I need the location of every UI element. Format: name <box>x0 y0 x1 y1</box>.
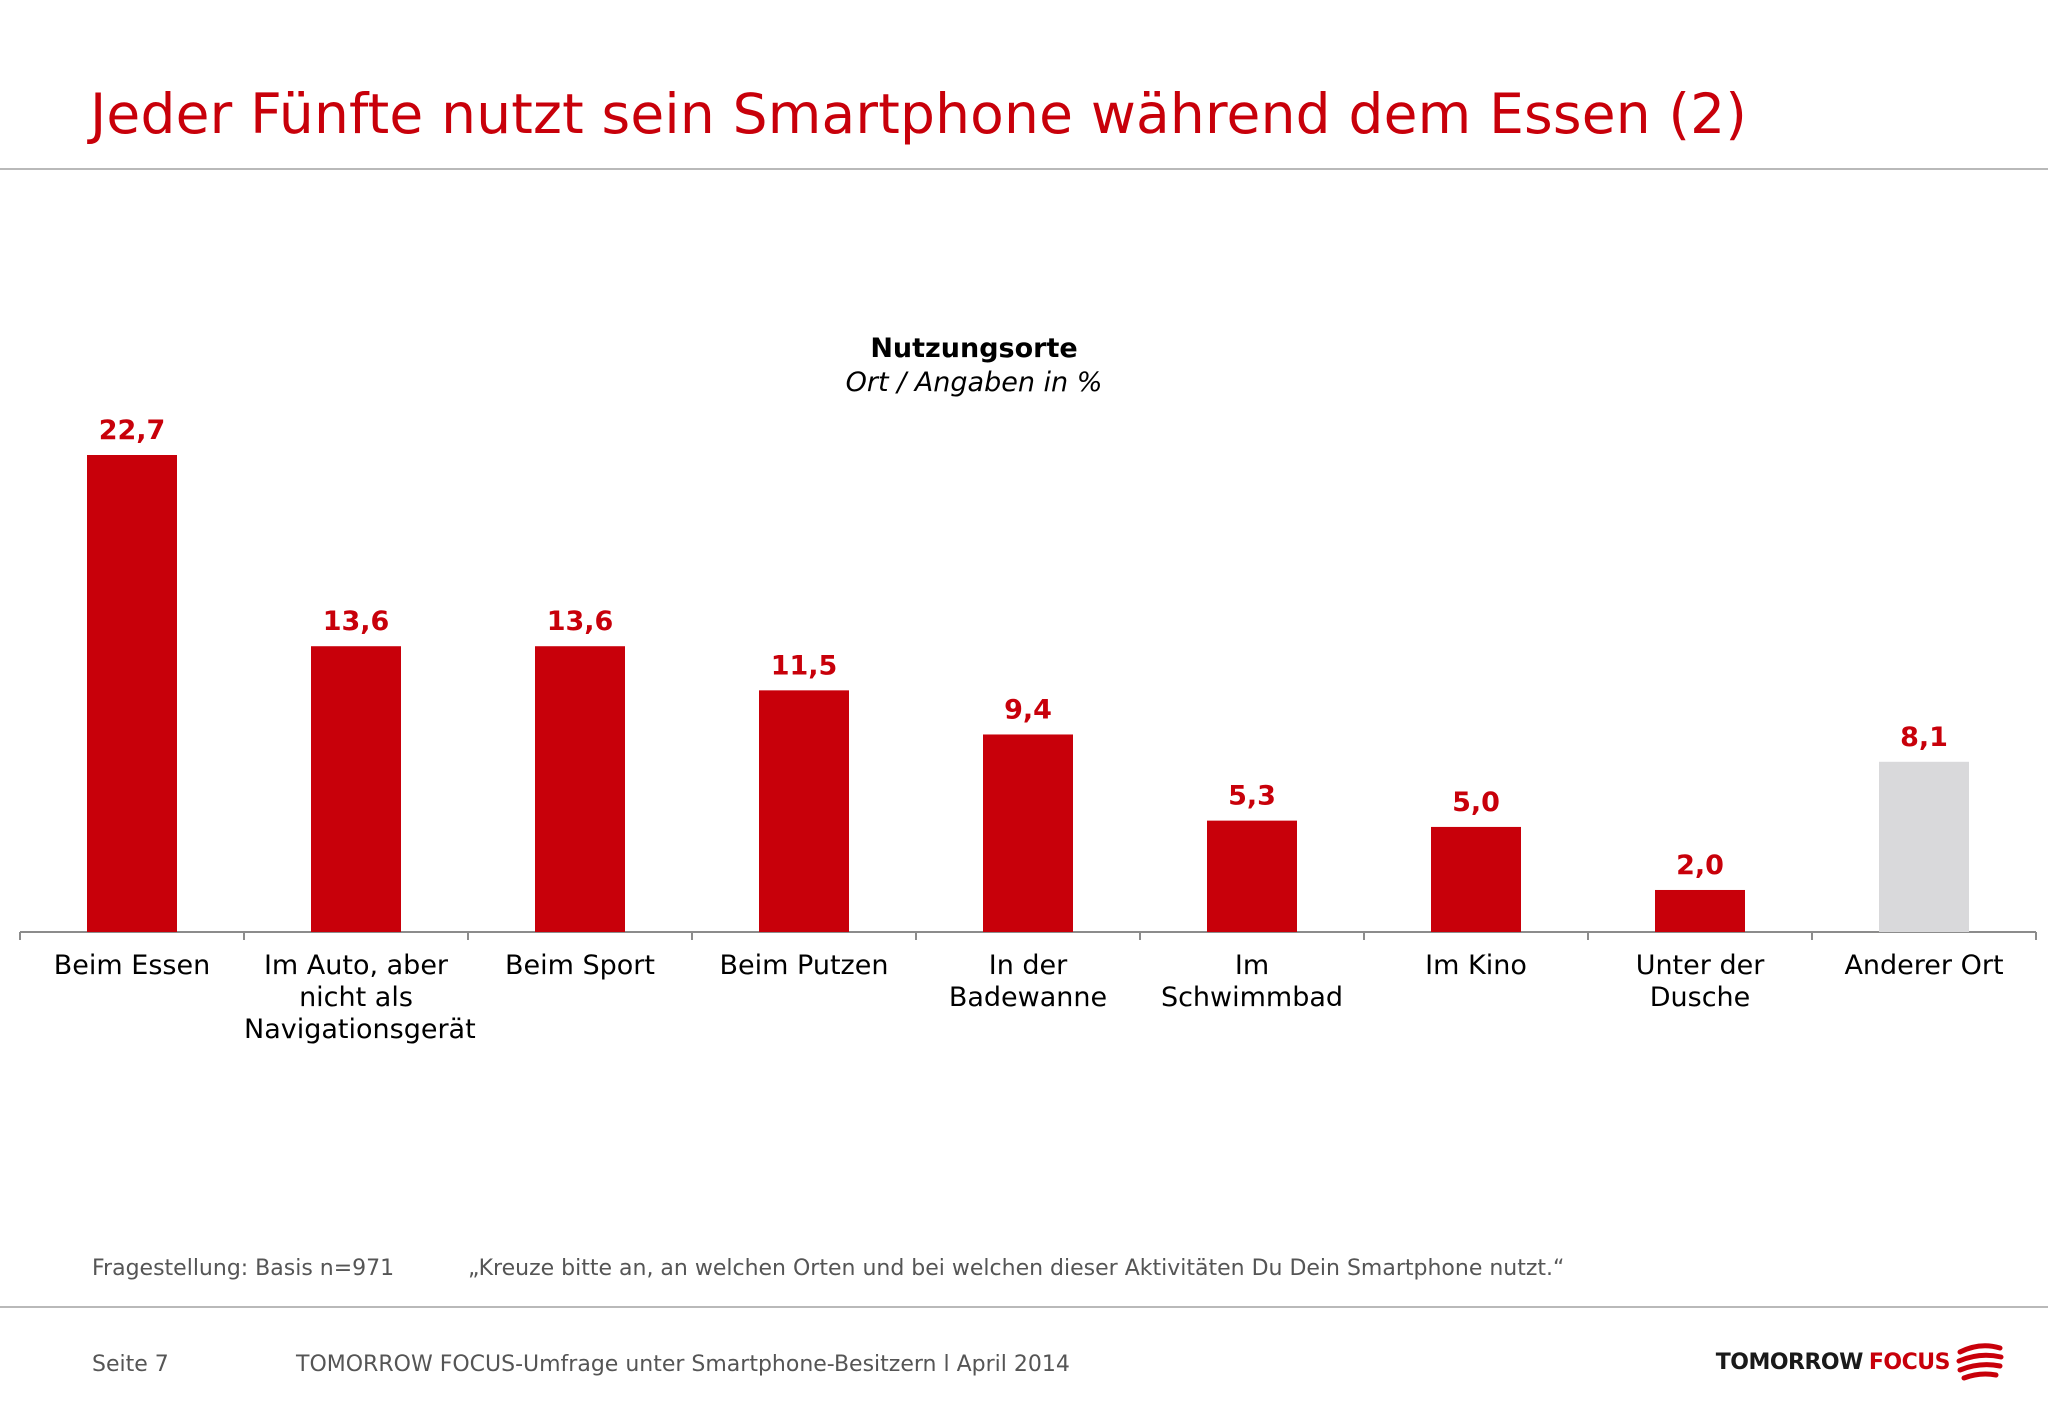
category-label: Im Kino <box>1425 950 1527 981</box>
category-label: In der Badewanne <box>948 950 1108 1013</box>
category-label: Beim Sport <box>504 950 655 981</box>
bar <box>983 734 1073 932</box>
category-label: Beim Essen <box>53 950 211 981</box>
footnote-question: „Kreuze bitte an, an welchen Orten und b… <box>468 1256 1565 1281</box>
bar-value-label: 5,0 <box>1452 787 1500 818</box>
chart-heading: Nutzungsorte Ort / Angaben in % <box>0 332 1948 400</box>
bar <box>311 646 401 932</box>
bar <box>87 455 177 932</box>
bar-chart: 22,7 13,6 13,6 11,5 9,4 5,3 5,0 2,0 8,1 <box>19 415 2037 940</box>
category-label: Unter der Dusche <box>1635 950 1765 1013</box>
logo-word-tomorrow: TOMORROW <box>1715 1349 1864 1375</box>
page-number: Seite 7 <box>92 1352 169 1377</box>
bar-value-label: 22,7 <box>99 415 166 446</box>
bar <box>1879 761 1969 932</box>
tomorrow-focus-logo: TOMORROW FOCUS <box>1716 1340 2004 1384</box>
chart-title: Nutzungsorte <box>870 333 1078 364</box>
bar-value-label: 13,6 <box>323 606 390 637</box>
bar <box>1431 826 1521 932</box>
footnote-basis: Fragestellung: Basis n=971 <box>92 1256 395 1281</box>
category-label: Anderer Ort <box>1844 950 2004 981</box>
slide-title: Jeder Fünfte nutzt sein Smartphone währe… <box>90 82 1748 146</box>
category-label: Im Schwimmbad <box>1160 950 1344 1013</box>
bar <box>535 646 625 932</box>
category-label: Beim Putzen <box>719 950 889 981</box>
logo-swirl-icon <box>1956 1343 2004 1381</box>
title-divider <box>0 168 2048 170</box>
bar <box>759 690 849 932</box>
bar <box>1207 820 1297 932</box>
bar-value-label: 13,6 <box>547 606 614 637</box>
category-label: Im Auto, aber nicht als Navigationsgerät <box>244 950 476 1045</box>
footer-source: TOMORROW FOCUS-Umfrage unter Smartphone-… <box>296 1352 1070 1377</box>
bar-value-label: 11,5 <box>771 650 838 681</box>
chart-subtitle: Ort / Angaben in % <box>845 367 1103 398</box>
logo-word-focus: FOCUS <box>1868 1349 1951 1375</box>
footer-divider <box>0 1306 2048 1308</box>
bar-value-label: 5,3 <box>1228 781 1276 812</box>
bar-value-label: 9,4 <box>1004 694 1052 725</box>
bar <box>1655 889 1745 932</box>
bar-value-label: 2,0 <box>1676 850 1724 881</box>
bar-value-label: 8,1 <box>1900 722 1948 753</box>
